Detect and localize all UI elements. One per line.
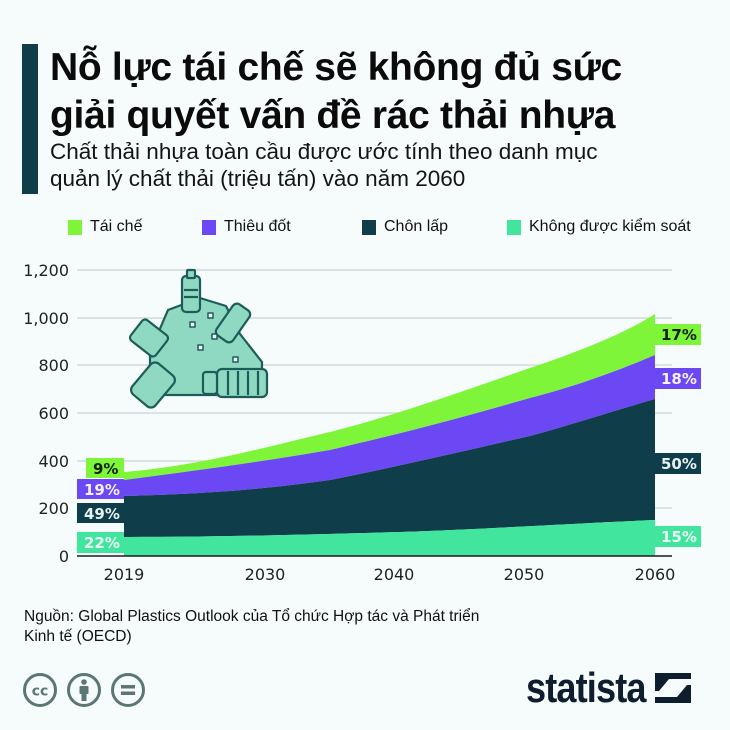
label-2019-mismanaged: 22% [84, 534, 120, 552]
no-derivatives-icon[interactable] [110, 672, 146, 708]
legend-item-landfilled: Chôn lấp [362, 218, 448, 236]
label-2019-incinerated: 19% [84, 481, 120, 499]
x-tick-2040: 2040 [374, 565, 415, 584]
legend-label-mismanaged: Không được kiểm soát [529, 218, 691, 235]
legend: Tái chế Thiêu đốt Chôn lấp Không được ki… [0, 214, 730, 240]
legend-swatch-incinerated [202, 219, 216, 235]
x-axis: 2019 2030 2040 2050 2060 [104, 565, 676, 584]
label-2060-mismanaged: 15% [661, 528, 697, 546]
legend-label-landfilled: Chôn lấp [384, 218, 449, 235]
y-axis: 0 200 400 600 800 1,000 1,200 [23, 261, 69, 566]
x-tick-2050: 2050 [504, 565, 545, 584]
svg-text:cc: cc [32, 684, 49, 700]
title-accent-bar [22, 44, 38, 194]
source-note: Nguồn: Global Plastics Outlook của Tổ ch… [24, 607, 584, 647]
y-tick-800: 800 [38, 356, 69, 375]
labels-2019: 9% 19% 49% 22% [77, 458, 124, 553]
chart-subtitle: Chất thải nhựa toàn cầu được ước tính th… [50, 138, 720, 192]
area-landfilled [124, 399, 655, 537]
x-tick-2060: 2060 [635, 565, 676, 584]
license-icons: cc [22, 672, 146, 708]
legend-label-incinerated: Thiêu đốt [224, 218, 291, 235]
x-tick-2019: 2019 [104, 565, 145, 584]
stacked-area-chart: 0 200 400 600 800 1,000 1,200 [23, 261, 701, 584]
label-2019-recycled: 9% [93, 460, 118, 478]
source-line-1: Nguồn: Global Plastics Outlook của Tổ ch… [24, 608, 480, 625]
legend-item-recycled: Tái chế [68, 218, 142, 236]
label-2019-landfilled: 49% [84, 505, 120, 523]
statista-wordmark: statista [526, 664, 646, 711]
label-2060-landfilled: 50% [661, 455, 697, 473]
attribution-icon[interactable] [66, 672, 102, 708]
title-line-1: Nỗ lực tái chế sẽ không đủ sức [50, 46, 622, 89]
subtitle-line-2: quản lý chất thải (triệu tấn) vào năm 20… [50, 166, 466, 191]
area-mismanaged [124, 520, 655, 556]
label-2060-recycled: 17% [661, 326, 697, 344]
labels-2060: 17% 18% 50% 15% [655, 324, 701, 547]
subtitle-line-1: Chất thải nhựa toàn cầu được ước tính th… [50, 139, 598, 164]
legend-swatch-mismanaged [507, 219, 521, 235]
statista-logo[interactable]: statista [526, 664, 692, 712]
y-tick-600: 600 [38, 404, 69, 423]
legend-item-mismanaged: Không được kiểm soát [507, 218, 691, 236]
y-tick-400: 400 [38, 452, 69, 471]
y-tick-0: 0 [59, 547, 69, 566]
chart-title: Nỗ lực tái chế sẽ không đủ sức giải quyế… [50, 44, 720, 140]
source-line-2: Kinh tế (OECD) [24, 628, 132, 645]
cc-icon[interactable]: cc [22, 672, 58, 708]
label-2060-incinerated: 18% [661, 370, 697, 388]
y-tick-1000: 1,000 [23, 309, 69, 328]
legend-label-recycled: Tái chế [90, 218, 143, 235]
y-tick-200: 200 [38, 499, 69, 518]
title-line-2: giải quyết vấn đề rác thải nhựa [50, 94, 616, 137]
statista-logo-icon [655, 673, 692, 703]
area-incinerated [124, 355, 655, 496]
legend-item-incinerated: Thiêu đốt [202, 218, 291, 236]
legend-swatch-recycled [68, 219, 82, 235]
plastic-waste-icon [128, 268, 269, 409]
y-tick-1200: 1,200 [23, 261, 69, 280]
legend-swatch-landfilled [362, 219, 376, 235]
area-layers [124, 314, 655, 556]
x-tick-2030: 2030 [245, 565, 286, 584]
